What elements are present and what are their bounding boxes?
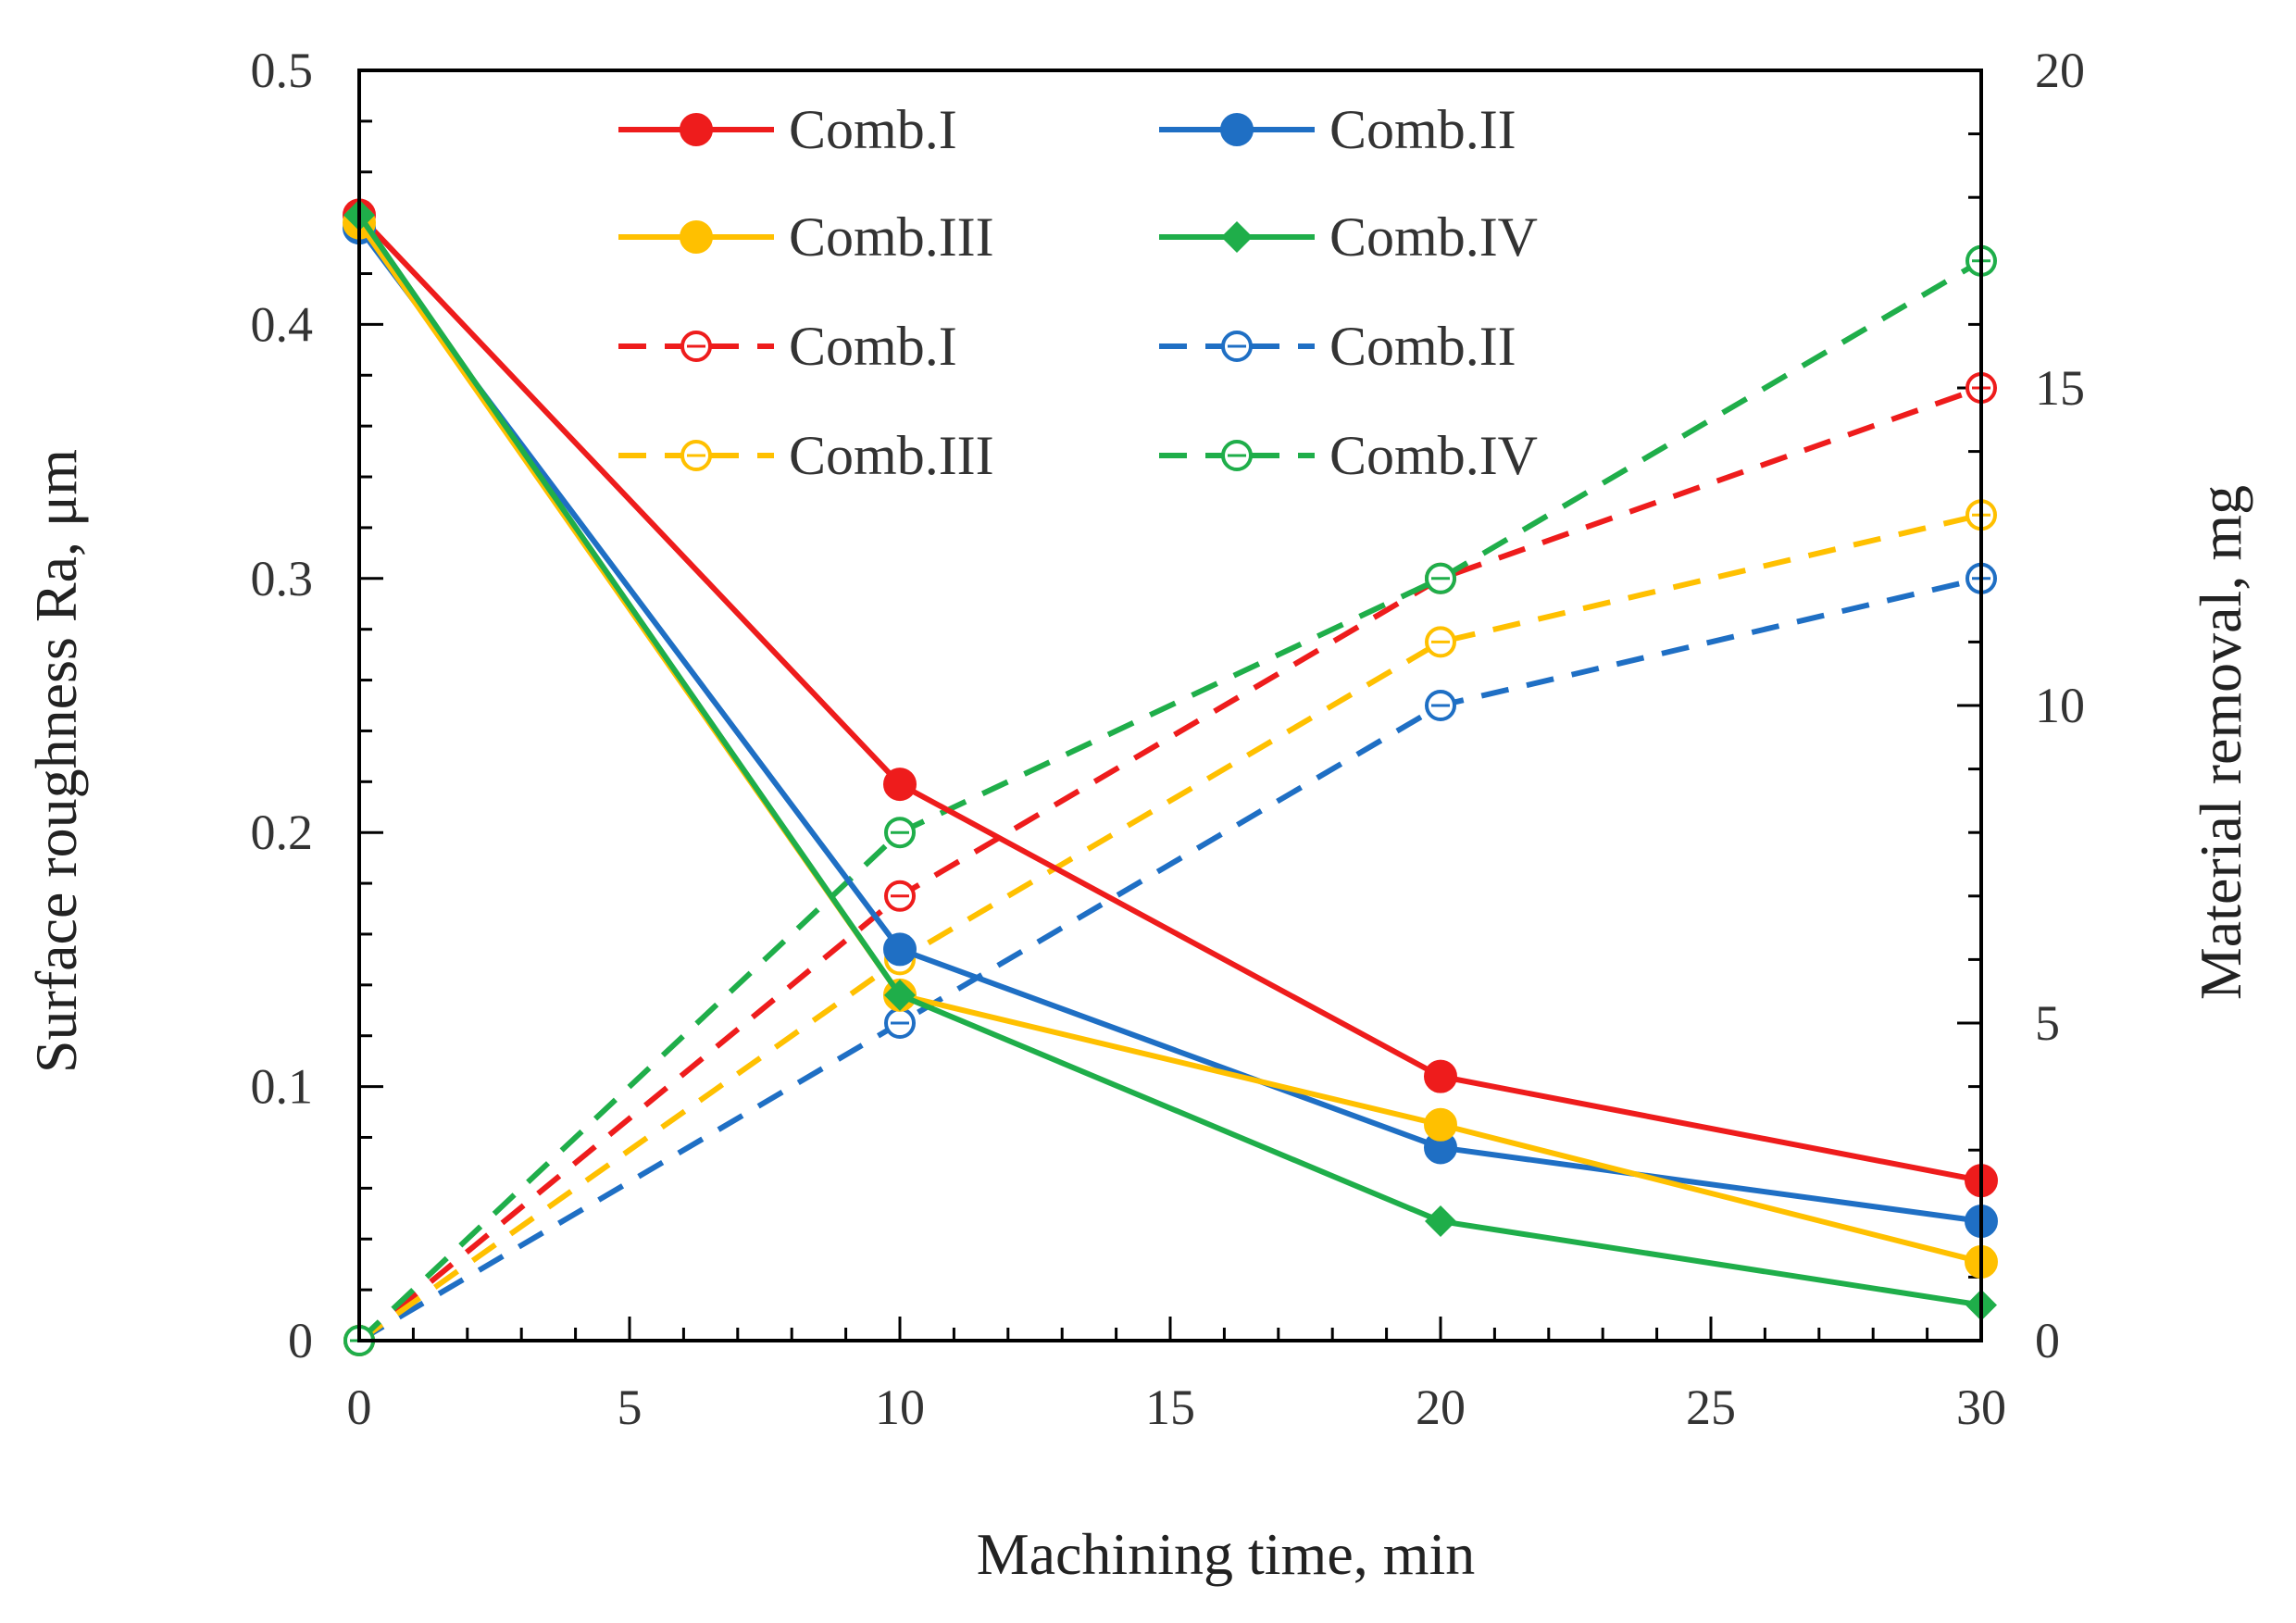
data-point: [1425, 626, 1456, 658]
y-left-axis-title: Surface roughness Ra, μm: [23, 449, 89, 1073]
y-left-tick-label: 0.5: [251, 43, 314, 98]
series-line: [357, 575, 1982, 1343]
data-point: [883, 768, 917, 802]
y-right-tick-label: 10: [2035, 678, 2085, 733]
series-comb-iii-solid: [343, 206, 1998, 1279]
data-point: [1425, 690, 1456, 721]
legend-item-comb-iv-solid: Comb.IV: [1159, 206, 1538, 268]
legend-item-comb-iii-solid: Comb.III: [618, 206, 994, 268]
data-point: [884, 817, 916, 849]
y-left-tick-label: 0.4: [251, 296, 314, 352]
legend-layer: Comb.I Comb.II Comb.III Comb.IV Comb.I Comb.I…: [618, 99, 1538, 486]
legend-marker: [680, 113, 713, 146]
plot-frame: [357, 69, 1983, 1342]
series-line: [356, 226, 1982, 1225]
series-comb-ii-solid: [343, 211, 1998, 1239]
y-right-tick-label: 5: [2035, 995, 2060, 1051]
data-point: [883, 932, 917, 967]
x-tick-label: 5: [618, 1380, 643, 1435]
y-left-tick-label: 0.3: [251, 551, 314, 606]
legend-label: Comb.I: [789, 99, 957, 160]
y-right-tick-label: 0: [2035, 1313, 2060, 1368]
y-left-tick-label: 0: [288, 1313, 313, 1368]
legend-marker: [1221, 331, 1253, 362]
legend-marker: [680, 331, 712, 362]
legend-marker: [680, 220, 713, 254]
data-point: [1425, 1205, 1456, 1238]
x-tick-label: 15: [1145, 1380, 1195, 1435]
series-layer: [343, 198, 1998, 1356]
data-point: [1424, 1107, 1457, 1142]
data-point: [884, 979, 916, 1011]
legend-label: Comb.I: [789, 316, 957, 377]
series-comb-ii-dashed: [343, 562, 1997, 1356]
y-right-tick-label: 20: [2035, 43, 2085, 98]
data-point: [1424, 1059, 1457, 1093]
series-line: [357, 512, 1982, 1343]
legend-item-comb-i-dashed: Comb.I: [618, 316, 957, 377]
x-tick-label: 10: [875, 1380, 925, 1435]
series-line: [356, 258, 1983, 1343]
legend-marker: [1221, 440, 1253, 471]
x-axis-title: Machining time, min: [977, 1521, 1476, 1587]
x-tick-label: 20: [1416, 1380, 1466, 1435]
legend-marker: [680, 440, 712, 471]
data-point: [884, 1007, 916, 1039]
data-point: [884, 880, 916, 912]
labels-layer: 0 5 10 15 20 25 30 0 0.1 0.2 0.3 0.4 0.5 0 5 10 15 20: [251, 43, 2086, 1435]
series-line: [356, 213, 1982, 1184]
x-tick-label: 25: [1686, 1380, 1736, 1435]
legend-label: Comb.IV: [1329, 425, 1538, 486]
legend-item-comb-iii-dashed: Comb.III: [618, 425, 994, 486]
legend-label: Comb.II: [1329, 99, 1516, 160]
series-line: [356, 213, 1982, 1308]
series-line: [357, 385, 1982, 1343]
y-right-axis-title: Material removal, mg: [2188, 485, 2253, 1000]
x-tick-label: 30: [1956, 1380, 2006, 1435]
legend-item-comb-ii-solid: Comb.II: [1159, 99, 1516, 160]
y-left-tick-label: 0.1: [251, 1059, 314, 1115]
legend-label: Comb.III: [789, 425, 994, 486]
legend-marker: [1220, 113, 1254, 146]
y-left-tick-label: 0.2: [251, 805, 314, 860]
legend-label: Comb.II: [1329, 316, 1516, 377]
x-tick-label: 0: [347, 1380, 372, 1435]
data-point: [1425, 562, 1456, 594]
legend-item-comb-iv-dashed: Comb.IV: [1159, 425, 1538, 486]
legend-label: Comb.III: [789, 206, 994, 268]
legend-label: Comb.IV: [1329, 206, 1538, 268]
legend-item-comb-ii-dashed: Comb.II: [1159, 316, 1516, 377]
legend-item-comb-i-solid: Comb.I: [618, 99, 957, 160]
legend-marker: [1221, 221, 1253, 253]
y-right-tick-label: 15: [2035, 360, 2085, 416]
